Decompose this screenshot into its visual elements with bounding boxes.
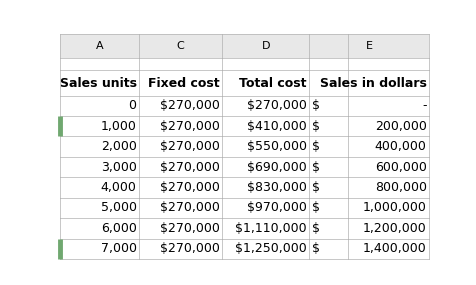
Text: Total cost: Total cost	[238, 77, 306, 89]
Text: $: $	[311, 201, 319, 214]
Text: 1,000: 1,000	[100, 120, 136, 133]
Text: $: $	[311, 120, 319, 133]
Text: $270,000: $270,000	[159, 140, 219, 153]
Text: $830,000: $830,000	[246, 181, 306, 194]
Text: $270,000: $270,000	[159, 242, 219, 255]
Bar	[60, 116, 428, 137]
Text: 7,000: 7,000	[100, 242, 136, 255]
Bar	[60, 34, 428, 58]
Text: $: $	[311, 242, 319, 255]
Bar	[60, 137, 428, 157]
Bar	[60, 239, 428, 259]
Text: $: $	[311, 160, 319, 174]
Text: 800,000: 800,000	[374, 181, 426, 194]
Text: A: A	[95, 41, 103, 51]
Text: $410,000: $410,000	[246, 120, 306, 133]
Text: 0: 0	[128, 99, 136, 112]
Text: 400,000: 400,000	[374, 140, 426, 153]
Text: 5,000: 5,000	[100, 201, 136, 214]
Text: 1,400,000: 1,400,000	[362, 242, 426, 255]
Text: $970,000: $970,000	[246, 201, 306, 214]
Text: $1,250,000: $1,250,000	[234, 242, 306, 255]
Text: Fixed cost: Fixed cost	[148, 77, 219, 89]
Text: 2,000: 2,000	[100, 140, 136, 153]
Text: $: $	[311, 181, 319, 194]
Text: $270,000: $270,000	[159, 222, 219, 235]
Bar	[60, 70, 428, 96]
Text: D: D	[261, 41, 269, 51]
Bar	[60, 198, 428, 218]
Text: $270,000: $270,000	[159, 120, 219, 133]
Text: 3,000: 3,000	[100, 160, 136, 174]
Text: $: $	[311, 99, 319, 112]
Text: 1,000,000: 1,000,000	[362, 201, 426, 214]
Text: 6,000: 6,000	[100, 222, 136, 235]
Bar	[60, 177, 428, 198]
Text: Sales units: Sales units	[60, 77, 136, 89]
Text: $: $	[311, 222, 319, 235]
Text: $270,000: $270,000	[159, 181, 219, 194]
Text: $1,110,000: $1,110,000	[235, 222, 306, 235]
Text: $270,000: $270,000	[246, 99, 306, 112]
Text: 1,200,000: 1,200,000	[362, 222, 426, 235]
Text: 600,000: 600,000	[374, 160, 426, 174]
Text: $: $	[311, 140, 319, 153]
Bar	[60, 157, 428, 177]
Text: $550,000: $550,000	[246, 140, 306, 153]
Text: C: C	[177, 41, 184, 51]
Text: Sales in dollars: Sales in dollars	[319, 77, 426, 89]
Text: $270,000: $270,000	[159, 160, 219, 174]
Bar	[60, 58, 428, 70]
Bar	[60, 96, 428, 116]
Text: 200,000: 200,000	[374, 120, 426, 133]
Text: E: E	[365, 41, 372, 51]
Bar	[60, 218, 428, 239]
Text: $690,000: $690,000	[246, 160, 306, 174]
Text: -: -	[421, 99, 426, 112]
Text: $270,000: $270,000	[159, 201, 219, 214]
Text: 4,000: 4,000	[100, 181, 136, 194]
Text: $270,000: $270,000	[159, 99, 219, 112]
